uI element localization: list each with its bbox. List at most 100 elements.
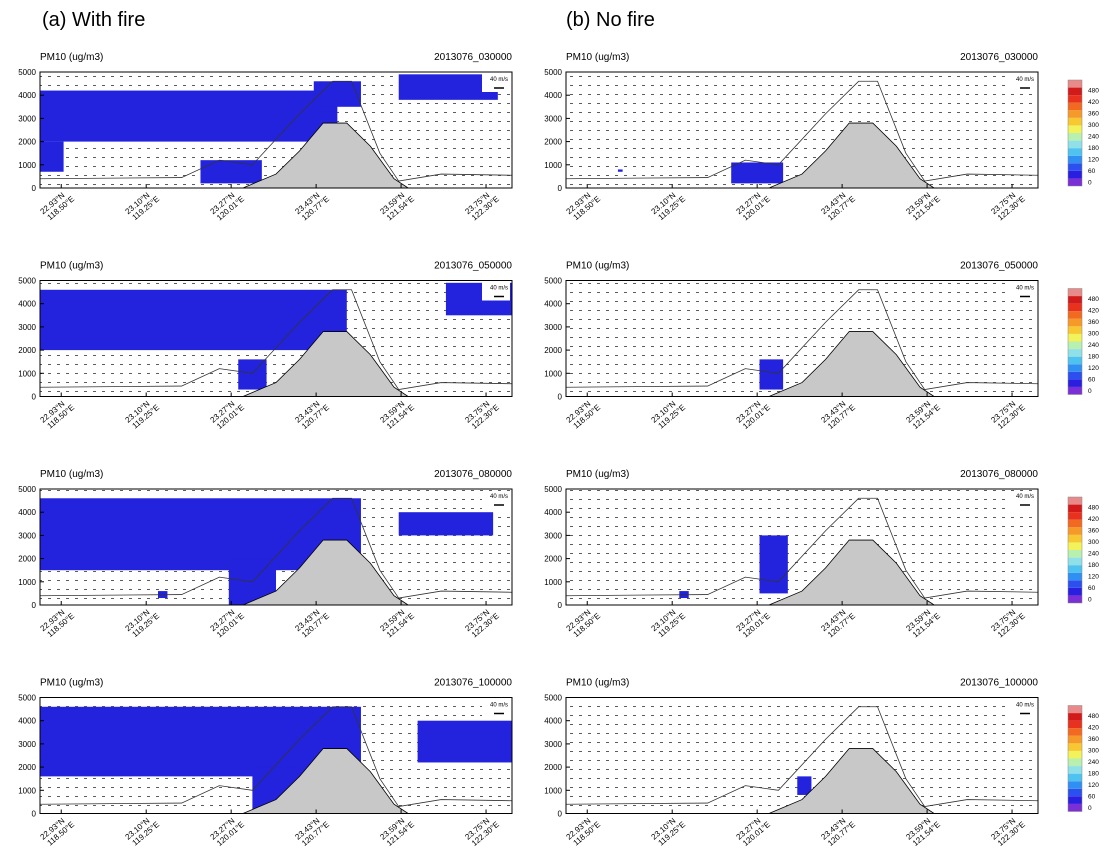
plot-frame [565,71,1039,189]
pm10-region [759,359,784,390]
y-tick-label: 4000 [544,717,562,726]
colorbar-cell [1068,333,1082,342]
colorbar-label: 360 [1088,319,1099,326]
pm10-region [398,512,494,536]
y-tick-label: 2000 [544,555,562,564]
y-tick-label: 4000 [18,717,36,726]
colorbar-cell [1068,341,1082,350]
colorbar-cell [1068,110,1082,118]
pm10-region [40,289,347,351]
ref-vector-label: 40 m/s [1016,703,1034,709]
colorbar-label: 480 [1088,713,1099,720]
colorbar-frame [1067,496,1083,604]
colorbar-cell [1068,356,1082,365]
y-tick-label: 4000 [18,91,36,100]
colorbar-cell [1068,80,1082,88]
y-tick-label: 1000 [18,578,36,587]
y-tick-label: 3000 [18,531,36,540]
y-tick-label: 5000 [18,694,36,703]
boundary-line [39,706,513,807]
ref-vector-label: 40 m/s [490,286,508,292]
y-tick-label: 1000 [544,369,562,378]
y-tick-label: 3000 [18,114,36,123]
colorbar-cell [1068,728,1082,736]
plot-frame [565,697,1039,814]
y-tick-label: 2000 [544,138,562,147]
boundary-line [565,289,1039,390]
plot-frame [39,488,513,606]
colorbar-cell [1068,364,1082,372]
colorbar-label: 240 [1088,134,1099,141]
colorbar-cell [1068,102,1082,111]
panel-title: PM10 (ug/m3) [566,469,629,480]
colorbar-cell [1068,170,1082,179]
colorbar-label: 480 [1088,296,1099,303]
y-tick-label: 4000 [18,300,36,309]
colorbar-label: 60 [1088,794,1096,801]
colorbar-label: 0 [1088,805,1092,812]
colorbar-cell [1068,557,1082,566]
colorbar-cell [1068,565,1082,573]
colorbar-cell [1068,140,1082,149]
y-tick-label: 2000 [544,346,562,355]
colorbar-label: 120 [1088,782,1099,789]
colorbar-label: 420 [1088,99,1099,106]
pm10-region [200,160,262,184]
terrain [242,122,410,189]
y-tick-label: 4000 [18,508,36,517]
plot-frame [39,71,513,189]
colorbar-cell [1068,750,1082,759]
y-tick-label: 0 [32,184,37,193]
colorbar-cell [1068,288,1082,297]
colorbar-cell [1068,595,1082,603]
y-tick-label: 0 [558,184,563,193]
wind-vectors [566,697,1038,814]
pm10-region [759,535,788,594]
colorbar-frame [1067,705,1083,812]
colorbar-cell [1068,87,1082,96]
y-tick-label: 0 [32,393,37,402]
colorbar-cell [1068,773,1082,782]
y-tick-label: 2000 [544,763,562,772]
panel-time: 2013076_050000 [434,261,512,272]
panel-time: 2013076_100000 [960,678,1038,689]
panel-title: PM10 (ug/m3) [566,52,629,63]
colorbar-label: 180 [1088,145,1099,152]
y-tick-label: 4000 [544,91,562,100]
colorbar-cell [1068,155,1082,164]
colorbar-cell [1068,125,1082,133]
y-tick-label: 1000 [544,161,562,170]
ref-vector-label: 40 m/s [490,77,508,83]
colorbar-cell [1068,713,1082,721]
colorbar-cell [1068,371,1082,380]
wind-vectors [566,489,1038,605]
colorbar-label: 360 [1088,736,1099,743]
colorbar-label: 360 [1088,528,1099,535]
pm10-region [40,90,338,142]
colorbar-cell [1068,534,1082,543]
colorbar-label: 480 [1088,505,1099,512]
colorbar-label: 60 [1088,585,1096,592]
colorbar-frame [1067,288,1083,395]
colorbar-cell [1068,720,1082,729]
colorbar-cell [1068,519,1082,528]
colorbar-label: 120 [1088,365,1099,372]
colorbar-cell [1068,296,1082,304]
panel-time: 2013076_030000 [434,52,512,63]
